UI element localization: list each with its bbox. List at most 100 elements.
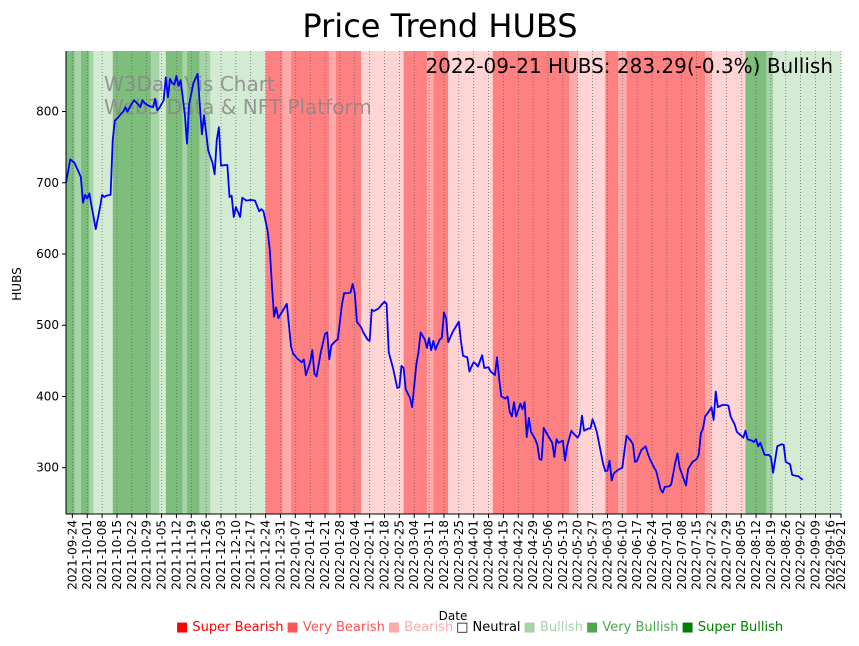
series-layer [65, 72, 804, 494]
y-tick-label: 300 [36, 461, 59, 475]
x-tick-label: 2022-01-21 [318, 520, 332, 590]
band-light_bearish [361, 51, 404, 514]
legend-item: ■ Super Bullish [681, 620, 783, 635]
x-axis-label: Date [439, 609, 468, 623]
x-tick-label: 2022-06-24 [645, 520, 659, 590]
legend-item: ■ Very Bullish [586, 620, 679, 635]
x-tick-label: 2022-04-01 [467, 520, 481, 590]
x-tick-label: 2021-09-24 [65, 520, 79, 590]
vertical-grid [72, 51, 842, 514]
x-tick-label: 2021-10-01 [80, 520, 94, 590]
x-tick-label: 2021-10-22 [125, 520, 139, 590]
band-very_bearish [626, 51, 706, 514]
x-tick-label: 2021-12-10 [229, 520, 243, 590]
x-tick-label: 2022-07-01 [660, 520, 674, 590]
band-light_bearish [448, 51, 493, 514]
band-bearish [329, 51, 336, 514]
y-tick-label: 500 [36, 318, 59, 332]
latest-price-annotation: 2022-09-21 HUBS: 283.29(-0.3%) Bullish [425, 54, 833, 78]
legend-label: Bearish [400, 620, 454, 635]
legend-label: Bullish [535, 620, 583, 635]
x-tick-label: 2022-01-14 [303, 520, 317, 590]
band-bearish [426, 51, 434, 514]
x-tick-label: 2022-04-22 [511, 520, 525, 590]
x-tick-label: 2022-02-11 [363, 520, 377, 590]
band-very_bearish [605, 51, 619, 514]
x-tick-label: 2021-12-17 [244, 520, 258, 590]
x-tick-label: 2022-08-19 [764, 520, 778, 590]
x-tick-label: 2022-05-13 [556, 520, 570, 590]
band-very_bullish [165, 51, 183, 514]
x-tick-label: 2022-03-25 [452, 520, 466, 590]
y-tick-label: 700 [36, 176, 59, 190]
x-tick-label: 2022-06-17 [630, 520, 644, 590]
chart-title: Price Trend HUBS [302, 7, 577, 45]
y-tick-label: 400 [36, 389, 59, 403]
x-tick-label: 2022-04-08 [482, 520, 496, 590]
x-tick-label: 2022-08-26 [779, 520, 793, 590]
band-bullish [74, 51, 81, 514]
band-bullish [199, 51, 211, 514]
x-tick-label: 2021-12-24 [259, 520, 273, 590]
x-tick-label: 2022-03-18 [437, 520, 451, 590]
legend-swatch: ■ [176, 620, 189, 635]
band-very_bullish [66, 51, 75, 514]
band-light_bullish [159, 51, 166, 514]
watermark: W3DataVis Chart Web3 Data & NFT Platform [104, 72, 372, 119]
band-bullish [182, 51, 188, 514]
legend-label: Very Bullish [598, 620, 679, 635]
band-very_bullish [80, 51, 90, 514]
legend-swatch: ■ [387, 620, 401, 635]
band-light_bearish [711, 51, 746, 514]
x-tick-label: 2021-11-05 [155, 520, 169, 590]
legend-swatch: ■ [681, 620, 694, 635]
band-very_bullish [187, 51, 200, 514]
x-tick-label: 2022-09-09 [809, 520, 823, 590]
x-tick-label: 2022-02-04 [348, 520, 362, 590]
legend-label: Super Bearish [188, 620, 284, 635]
band-bullish [766, 51, 774, 514]
x-tick-label: 2021-11-26 [199, 520, 213, 590]
x-tick-label: 2022-09-16 [823, 520, 837, 590]
x-tick-label: 2022-05-20 [571, 520, 585, 590]
band-light_bullish [93, 51, 113, 514]
x-tick-label: 2022-05-27 [586, 520, 600, 590]
legend-item: ■ Bearish [388, 620, 453, 635]
x-tick-label: 2022-07-29 [719, 520, 733, 590]
x-tick-label: 2022-02-25 [392, 520, 406, 590]
legend-item: ■ Super Bearish [176, 620, 284, 635]
x-tick-label: 2022-04-29 [526, 520, 540, 590]
y-tick-label: 800 [36, 105, 59, 119]
legend-swatch: ■ [286, 620, 299, 635]
legend-item: ■ Very Bearish [287, 620, 385, 635]
band-very_bearish [403, 51, 427, 514]
legend: ■ Super Bearish ■ Very Bearish ■ Bearish □ … [176, 620, 786, 635]
x-tick-label: 2022-08-12 [749, 520, 763, 590]
x-tick-label: 2022-07-08 [675, 520, 689, 590]
band-light_bearish [577, 51, 606, 514]
x-tick-label: 2022-06-03 [600, 520, 614, 590]
legend-item: □ Neutral [456, 620, 520, 635]
band-light_bullish [210, 51, 266, 514]
y-tick-label: 600 [36, 247, 59, 261]
x-tick-label: 2021-11-12 [169, 520, 183, 590]
x-tick-label: 2022-09-21 [834, 520, 848, 590]
x-tick-label: 2021-11-19 [184, 520, 198, 590]
legend-swatch: ■ [523, 620, 536, 635]
legend-label: Very Bearish [298, 620, 385, 635]
legend-swatch: ■ [585, 620, 599, 635]
band-light_bullish [773, 51, 841, 514]
axes: 300 400 500 600 700 800 2021-09-24 2021-10-01 20… [36, 51, 848, 590]
x-tick-label: 2022-01-28 [333, 520, 347, 590]
band-bearish [282, 51, 292, 514]
band-bearish [569, 51, 578, 514]
x-tick-label: 2022-03-04 [407, 520, 421, 590]
background-bands [66, 51, 841, 514]
x-tick-label: 2022-05-06 [541, 520, 555, 590]
band-very_bearish [265, 51, 283, 514]
x-tick-label: 2022-07-15 [690, 520, 704, 590]
x-tick-label: 2022-06-10 [615, 520, 629, 590]
x-tick-label: 2021-12-31 [273, 520, 287, 590]
x-tick-label: 2022-07-22 [704, 520, 718, 590]
